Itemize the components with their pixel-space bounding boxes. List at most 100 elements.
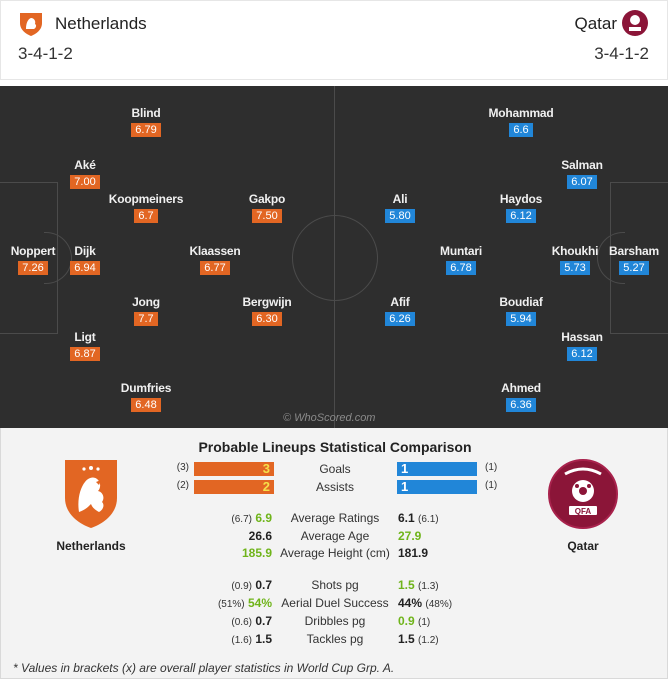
home-value: 0.7 — [255, 614, 272, 628]
player-rating: 7.7 — [134, 312, 158, 326]
home-player[interactable]: Koopmeiners 6.7 — [101, 192, 191, 224]
away-player[interactable]: Ali 5.80 — [355, 192, 445, 224]
player-rating: 6.79 — [131, 123, 161, 137]
player-name: Noppert — [10, 244, 56, 258]
comparison-stat-row: (6.7) 6.9 Average Ratings 6.1 (6.1) — [1, 511, 669, 527]
player-name: Ali — [392, 192, 408, 206]
comparison-stat-row: 185.9 Average Height (cm) 181.9 — [1, 546, 669, 562]
comparison-bar-row: (3) 3 Goals 1 (1) — [1, 461, 669, 477]
home-team-block[interactable]: Netherlands — [36, 458, 146, 553]
player-rating: 6.7 — [134, 209, 158, 223]
player-rating: 6.87 — [70, 347, 100, 361]
home-value: 1.5 — [255, 632, 272, 646]
away-player[interactable]: Khoukhi 5.73 — [530, 244, 620, 276]
comparison-stat-row: (0.6) 0.7 Dribbles pg 0.9 (1) — [1, 614, 669, 630]
player-rating: 6.94 — [70, 261, 100, 275]
player-name: Koopmeiners — [108, 192, 184, 206]
away-bar: 1 — [397, 462, 477, 476]
away-value: 181.9 — [398, 546, 429, 560]
stat-label: Average Ratings — [290, 511, 380, 525]
home-bar: 2 — [194, 480, 274, 494]
away-value: 6.1 — [398, 511, 415, 525]
comparison-stat-row: 26.6 Average Age 27.9 — [1, 529, 669, 545]
lineup-header: Netherlands 3-4-1-2 Qatar 3-4-1-2 — [0, 0, 668, 80]
away-prev-value: (1) — [418, 617, 431, 628]
away-player[interactable]: Ahmed 6.36 — [476, 381, 566, 413]
player-rating: 6.6 — [509, 123, 533, 137]
home-player[interactable]: Noppert 7.26 — [0, 244, 78, 276]
home-player[interactable]: Klaassen 6.77 — [170, 244, 260, 276]
away-bar: 1 — [397, 480, 477, 494]
away-player[interactable]: Barsham 5.27 — [589, 244, 668, 276]
player-name: Klaassen — [189, 244, 241, 258]
home-player[interactable]: Bergwijn 6.30 — [222, 295, 312, 327]
bar-label: Assists — [315, 480, 354, 494]
home-player[interactable]: Blind 6.79 — [101, 106, 191, 138]
player-rating: 6.30 — [252, 312, 282, 326]
player-name: Dumfries — [120, 381, 172, 395]
home-prev-value: (2) — [176, 480, 189, 491]
stat-label: Tackles pg — [306, 632, 364, 646]
player-name: Ahmed — [501, 381, 541, 395]
bar-label: Goals — [319, 462, 351, 476]
home-player[interactable]: Dijk 6.94 — [40, 244, 130, 276]
player-rating: 6.78 — [446, 261, 476, 275]
player-rating: 6.12 — [506, 209, 536, 223]
comparison-stat-row: (0.9) 0.7 Shots pg 1.5 (1.3) — [1, 578, 669, 594]
home-player[interactable]: Ligt 6.87 — [40, 330, 130, 362]
player-rating: 6.07 — [567, 175, 597, 189]
comparison-title: Probable Lineups Statistical Comparison — [198, 439, 472, 455]
away-value: 1.5 — [398, 632, 415, 646]
away-value: 44% — [398, 596, 423, 610]
away-prev-value: (48%) — [425, 599, 453, 610]
home-prev-value: (6.7) — [231, 514, 252, 525]
home-prev-value: (1.6) — [231, 635, 252, 646]
home-value: 26.6 — [248, 529, 272, 543]
away-team-block[interactable]: QFA Qatar — [528, 458, 638, 553]
svg-text:QFA: QFA — [575, 507, 592, 516]
home-value: 0.7 — [255, 578, 272, 592]
stat-label: Average Age — [300, 529, 370, 543]
player-name: Bergwijn — [242, 295, 292, 309]
statistical-comparison: Probable Lineups Statistical Comparison … — [0, 428, 668, 679]
home-value: 54% — [247, 596, 272, 610]
away-player[interactable]: Salman 6.07 — [537, 158, 627, 190]
home-player[interactable]: Jong 7.7 — [101, 295, 191, 327]
away-team-name[interactable]: Qatar — [574, 14, 617, 33]
player-rating: 6.26 — [385, 312, 415, 326]
home-player[interactable]: Dumfries 6.48 — [101, 381, 191, 413]
away-prev-value: (6.1) — [418, 514, 439, 525]
home-prev-value: (0.6) — [231, 617, 252, 628]
home-prev-value: (3) — [176, 462, 189, 473]
player-name: Ligt — [74, 330, 96, 344]
player-name: Boudiaf — [499, 295, 543, 309]
qfa-crest-icon: QFA — [548, 459, 618, 529]
away-player[interactable]: Afif 6.26 — [355, 295, 445, 327]
away-player[interactable]: Hassan 6.12 — [537, 330, 627, 362]
away-formation: 3-4-1-2 — [594, 44, 649, 63]
player-name: Aké — [74, 158, 96, 172]
away-player[interactable]: Mohammad 6.6 — [476, 106, 566, 138]
away-player[interactable]: Haydos 6.12 — [476, 192, 566, 224]
home-player[interactable]: Aké 7.00 — [40, 158, 130, 190]
home-team-name[interactable]: Netherlands — [55, 14, 147, 33]
footnote: * Values in brackets (x) are overall pla… — [13, 661, 395, 675]
player-rating: 6.77 — [200, 261, 230, 275]
away-prev-value: (1) — [485, 480, 498, 491]
player-name: Salman — [561, 158, 603, 172]
player-rating: 5.94 — [506, 312, 536, 326]
away-player[interactable]: Muntari 6.78 — [416, 244, 506, 276]
player-rating: 7.00 — [70, 175, 100, 189]
player-name: Jong — [132, 295, 160, 309]
player-name: Barsham — [609, 244, 659, 258]
home-bar: 3 — [194, 462, 274, 476]
stat-label: Dribbles pg — [304, 614, 366, 628]
home-prev-value: (0.9) — [231, 581, 252, 592]
home-player[interactable]: Gakpo 7.50 — [222, 192, 312, 224]
away-value: 1.5 — [398, 578, 415, 592]
player-name: Khoukhi — [551, 244, 599, 258]
stat-label: Average Height (cm) — [280, 546, 390, 560]
netherlands-crest-icon — [20, 13, 42, 36]
away-player[interactable]: Boudiaf 5.94 — [476, 295, 566, 327]
away-value: 27.9 — [398, 529, 422, 543]
